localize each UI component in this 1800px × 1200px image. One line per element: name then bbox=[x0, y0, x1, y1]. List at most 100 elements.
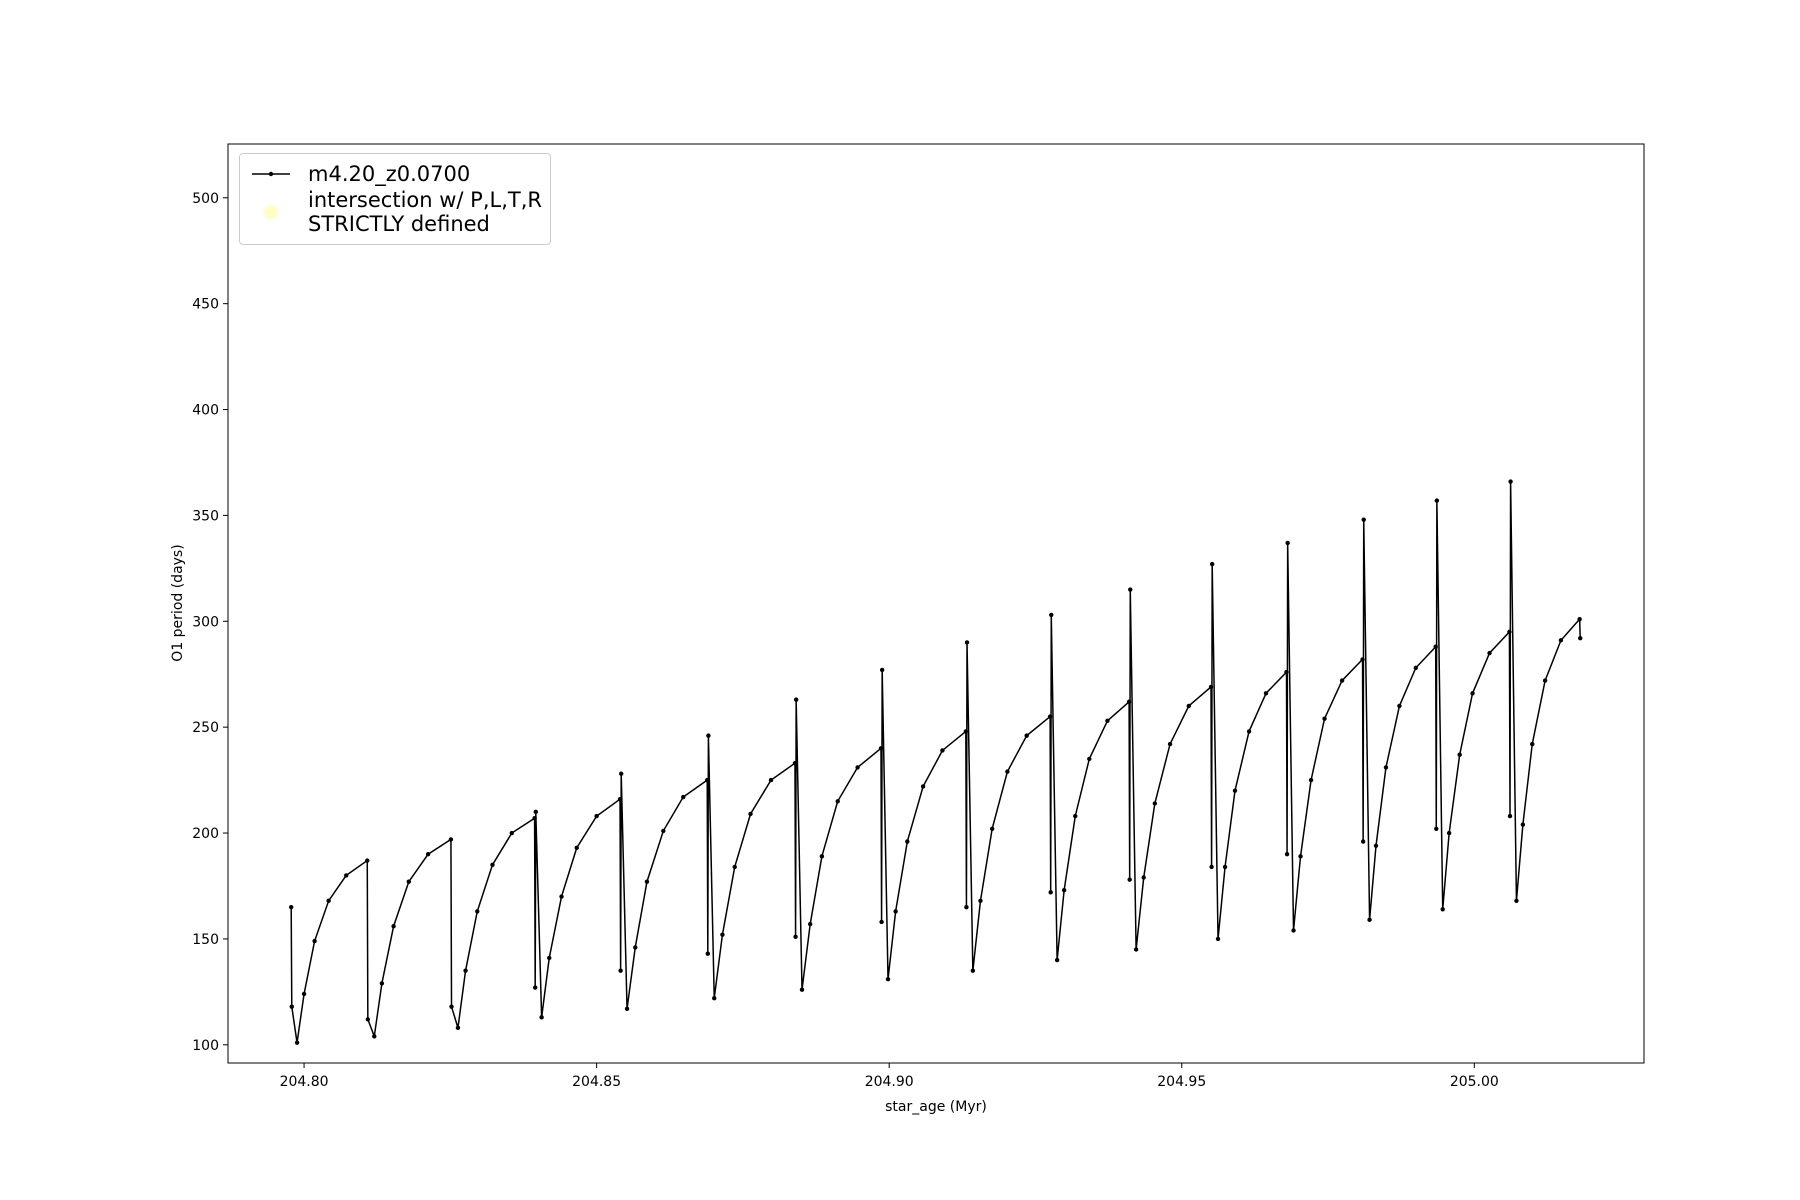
point bbox=[1434, 498, 1440, 503]
x-tick-label: 204.95 bbox=[1157, 1074, 1206, 1090]
point bbox=[1209, 561, 1215, 567]
point bbox=[1360, 657, 1365, 662]
y-tick-label: 450 bbox=[192, 297, 219, 313]
point bbox=[1127, 877, 1132, 882]
point bbox=[365, 1017, 371, 1022]
point bbox=[365, 858, 370, 863]
legend-swatch bbox=[252, 171, 290, 177]
y-tick-label: 100 bbox=[192, 1038, 219, 1054]
point bbox=[379, 981, 385, 986]
point bbox=[1360, 839, 1366, 844]
point bbox=[1141, 875, 1146, 880]
point bbox=[1246, 729, 1252, 734]
point bbox=[391, 924, 396, 929]
point bbox=[893, 909, 898, 914]
point bbox=[1542, 678, 1548, 683]
point bbox=[1508, 479, 1513, 484]
point bbox=[619, 771, 624, 776]
point bbox=[819, 854, 825, 859]
point bbox=[1339, 678, 1345, 683]
point bbox=[574, 845, 579, 851]
legend-label: m4.20_z0.0700 bbox=[308, 162, 471, 186]
point bbox=[1152, 801, 1158, 806]
point bbox=[793, 697, 799, 702]
point bbox=[1209, 864, 1214, 870]
point bbox=[720, 932, 725, 937]
legend-entry: intersection w/ P,L,T,R STRICTLY defined bbox=[248, 188, 542, 236]
y-tick-label: 250 bbox=[192, 720, 219, 736]
point bbox=[1446, 830, 1452, 836]
point bbox=[1186, 703, 1191, 709]
point bbox=[1285, 540, 1290, 546]
point bbox=[547, 955, 552, 961]
y-tick-label: 350 bbox=[192, 508, 219, 524]
point bbox=[301, 991, 307, 997]
point bbox=[1167, 741, 1173, 747]
point bbox=[705, 777, 710, 783]
legend-marker bbox=[264, 205, 278, 219]
y-tick-label: 200 bbox=[192, 826, 219, 842]
point bbox=[879, 919, 884, 925]
point bbox=[1291, 928, 1296, 933]
point bbox=[1577, 616, 1582, 622]
point bbox=[539, 1015, 544, 1020]
point bbox=[748, 811, 753, 817]
point bbox=[989, 826, 995, 832]
point bbox=[963, 729, 969, 734]
point bbox=[617, 796, 623, 802]
point bbox=[289, 1004, 294, 1009]
point bbox=[1232, 788, 1238, 793]
point bbox=[1284, 669, 1289, 675]
point bbox=[855, 765, 860, 770]
point bbox=[559, 894, 564, 899]
point bbox=[1087, 756, 1092, 762]
point bbox=[1440, 907, 1445, 912]
point bbox=[706, 733, 711, 738]
point bbox=[532, 816, 537, 821]
point bbox=[1322, 716, 1327, 721]
point bbox=[807, 921, 813, 927]
y-tick-label: 500 bbox=[192, 191, 219, 207]
point bbox=[490, 862, 495, 868]
point bbox=[768, 777, 774, 783]
point bbox=[792, 760, 798, 766]
point bbox=[1298, 854, 1303, 859]
axes-frame bbox=[227, 143, 1645, 1064]
legend-marker bbox=[268, 171, 274, 177]
point bbox=[1049, 612, 1054, 618]
point bbox=[1514, 898, 1519, 903]
point bbox=[970, 968, 976, 973]
x-tick-label: 204.90 bbox=[865, 1074, 914, 1090]
y-tick-label: 300 bbox=[192, 614, 219, 630]
point bbox=[1367, 917, 1372, 923]
point bbox=[1133, 947, 1139, 952]
point bbox=[879, 667, 885, 673]
series-line bbox=[290, 481, 1581, 1043]
point bbox=[1061, 888, 1067, 893]
x-axis-label: star_age (Myr) bbox=[885, 1099, 987, 1115]
point bbox=[1520, 822, 1526, 827]
point bbox=[1222, 864, 1228, 870]
point bbox=[425, 852, 431, 857]
point bbox=[1005, 769, 1010, 774]
point bbox=[793, 934, 798, 939]
y-axis-label: O1 period (days) bbox=[170, 544, 186, 661]
point bbox=[448, 837, 454, 842]
point bbox=[1507, 813, 1513, 819]
point bbox=[1284, 852, 1290, 857]
point bbox=[1048, 890, 1053, 895]
point bbox=[475, 909, 480, 914]
point bbox=[1208, 684, 1214, 690]
point bbox=[799, 987, 805, 992]
point bbox=[1487, 650, 1492, 656]
point bbox=[1434, 826, 1439, 832]
x-tick-label: 205.00 bbox=[1450, 1074, 1499, 1090]
point bbox=[455, 1025, 461, 1031]
point bbox=[1530, 741, 1535, 747]
legend-label: intersection w/ P,L,T,R STRICTLY defined bbox=[308, 188, 542, 236]
point bbox=[940, 748, 945, 753]
point bbox=[964, 904, 969, 910]
point bbox=[885, 976, 891, 982]
point bbox=[1578, 636, 1583, 641]
point bbox=[1126, 699, 1132, 704]
